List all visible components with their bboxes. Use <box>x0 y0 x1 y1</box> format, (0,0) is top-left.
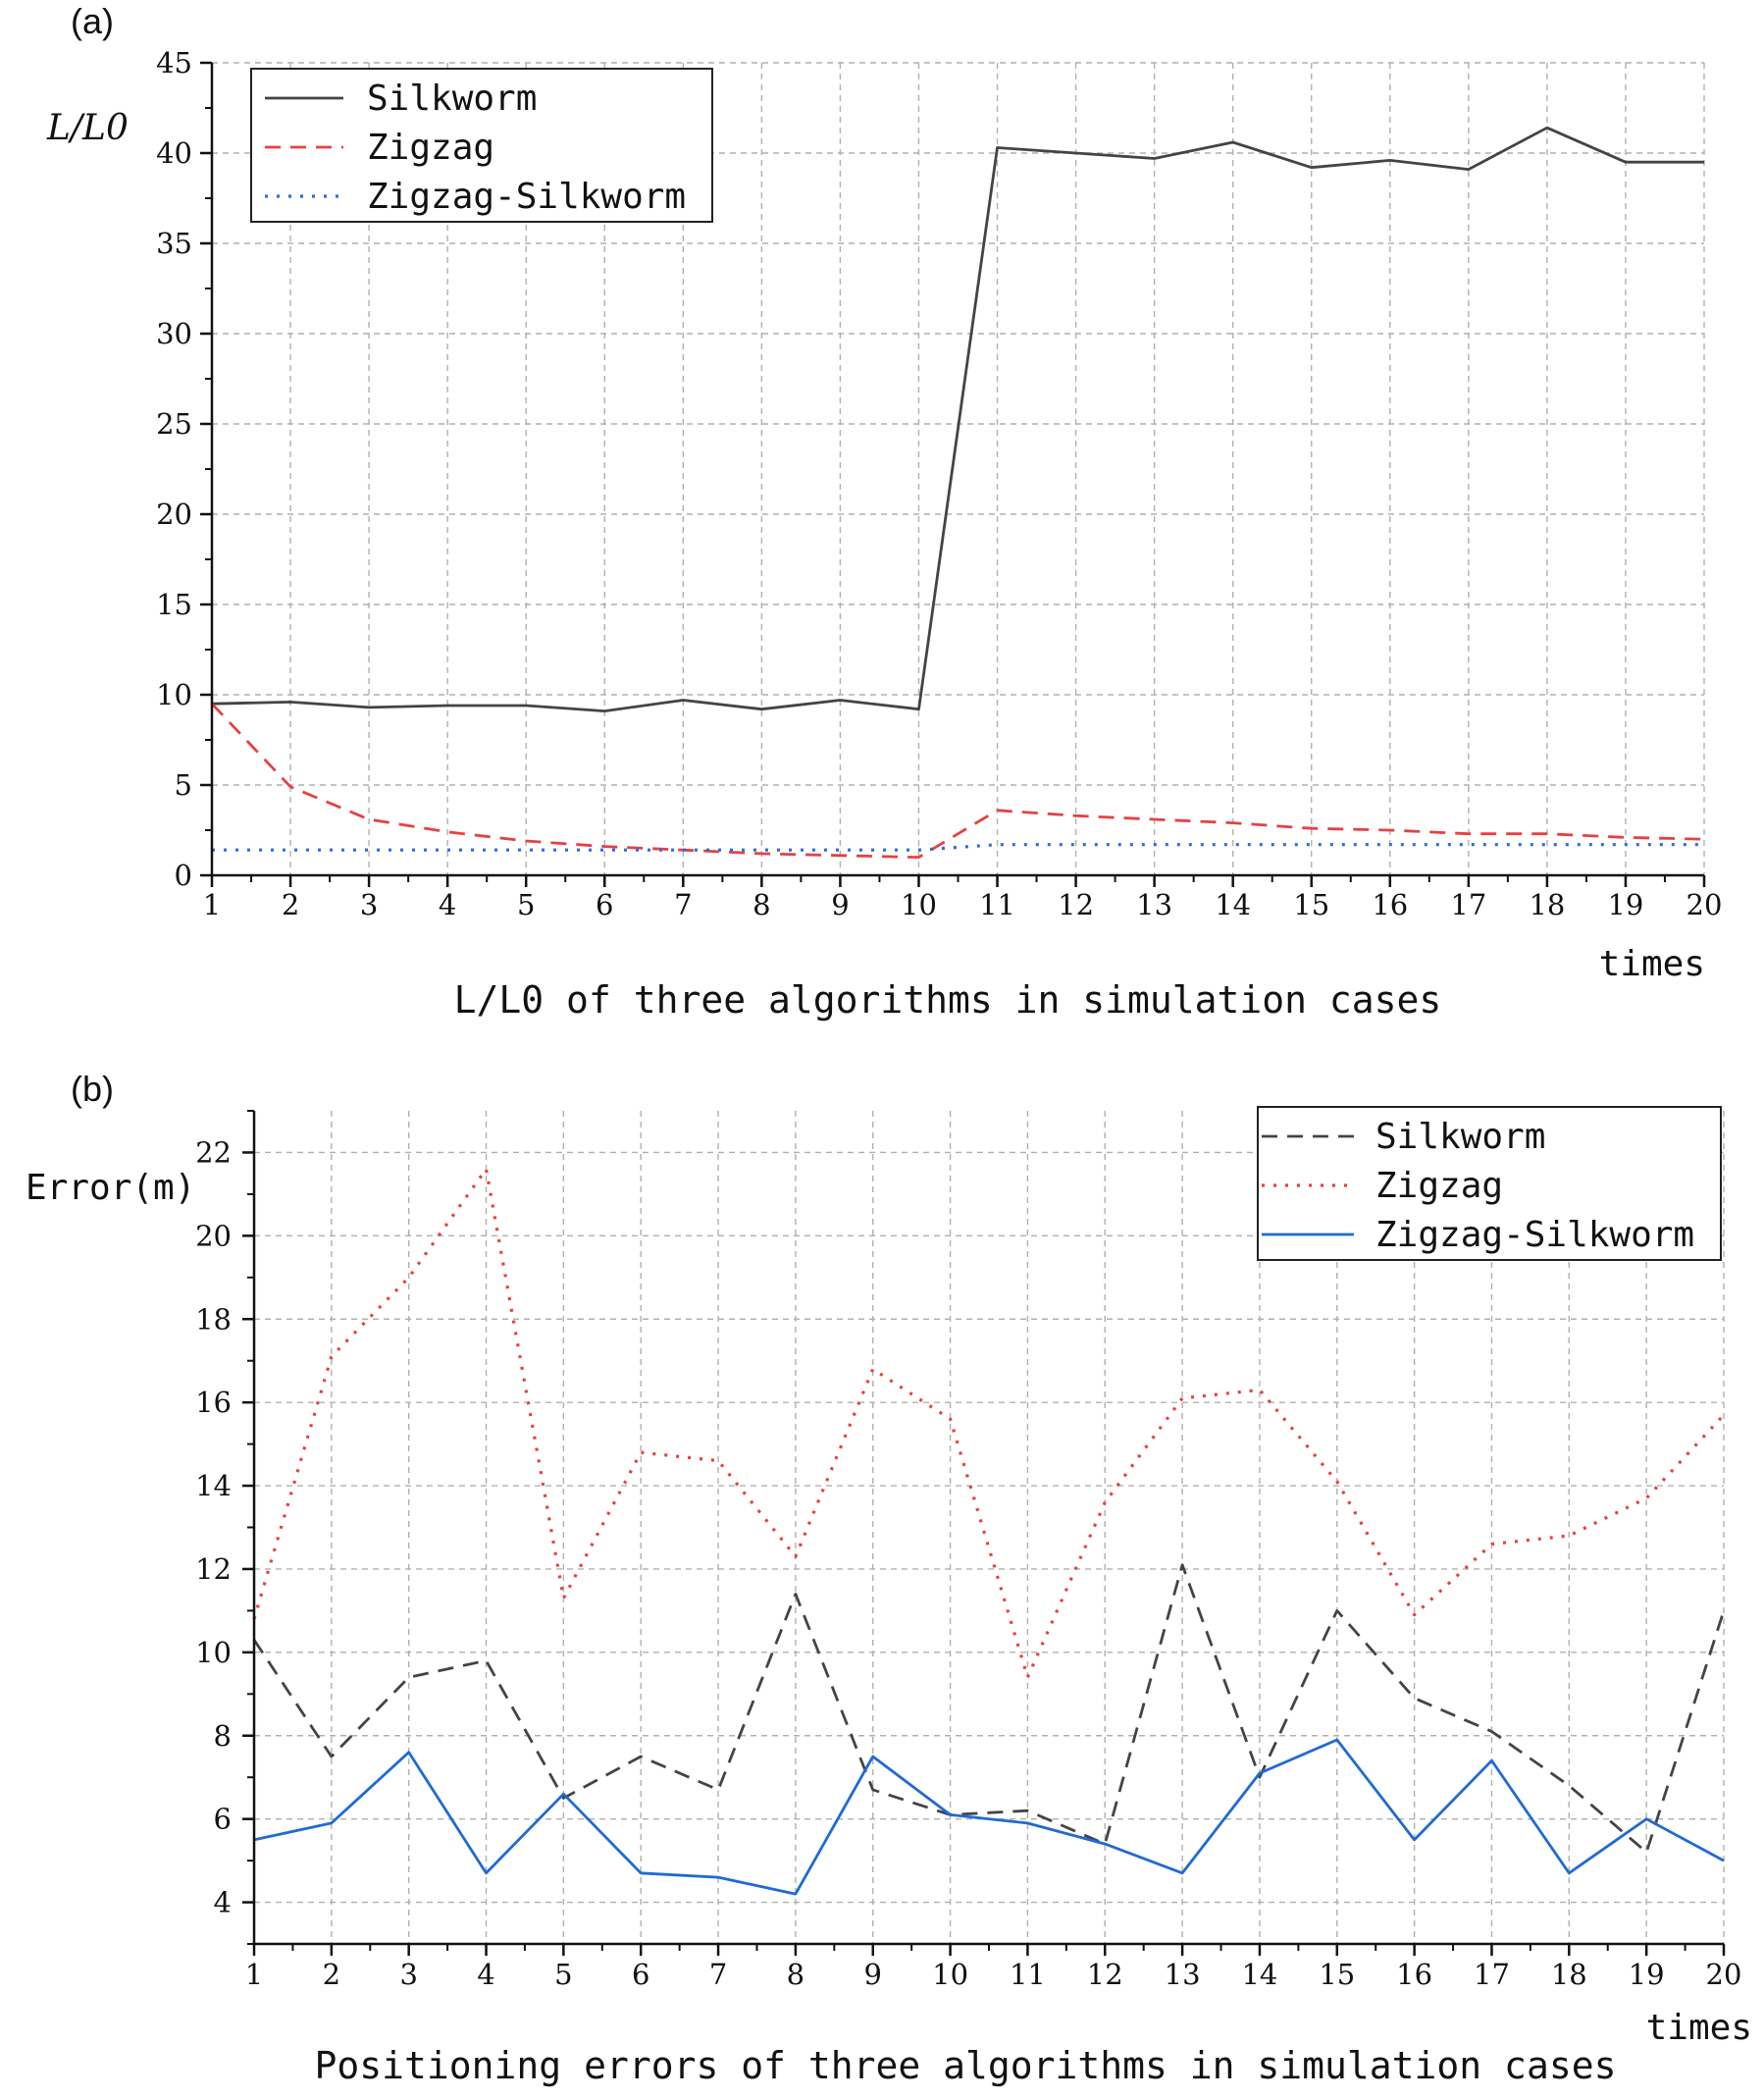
caption-b: Positioning errors of three algorithms i… <box>315 2044 1617 2087</box>
series-line-zigzag-silkworm <box>253 1738 1725 1896</box>
x-tick-label: 10 <box>901 888 937 921</box>
x-tick-label: 18 <box>1529 888 1565 921</box>
legend-a: Silkworm Zigzag Zigzag-Silkworm <box>250 68 713 223</box>
y-tick-label: 10 <box>156 678 192 711</box>
x-tick-label: 9 <box>831 888 849 921</box>
legend-label-a-zigzag-silkworm: Zigzag-Silkworm <box>367 177 686 217</box>
series-line-zigzag <box>252 1167 1726 1679</box>
legend-b: Silkworm Zigzag Zigzag-Silkworm <box>1257 1106 1722 1261</box>
tick-labels-a: 1 2 3 4 5 6 7 8 9 10 11 12 13 14 15 16 17 18 19 20051015202… <box>156 46 1722 921</box>
x-tick-label: 20 <box>1706 1958 1742 1991</box>
chart-panel-b: (b) 1 2 3 4 5 6 7 8 9 10 11 12 13 14 15 16 17 18 19 2046810… <box>26 1069 1752 2087</box>
x-tick-label: 17 <box>1474 1958 1510 1991</box>
y-tick-label: 20 <box>195 1219 232 1252</box>
x-tick-label: 14 <box>1241 1958 1277 1991</box>
x-tick-label: 4 <box>477 1958 494 1991</box>
y-tick-label: 40 <box>156 136 192 170</box>
legend-label-b-silkworm: Silkworm <box>1375 1117 1545 1157</box>
y-tick-label: 10 <box>195 1636 232 1669</box>
y-tick-label: 18 <box>195 1302 232 1336</box>
x-tick-label: 18 <box>1551 1958 1587 1991</box>
chart-panel-a: (a) 1 2 3 4 5 6 7 8 9 10 11 12 13 14 15 16 17 18 19 2005101… <box>46 1 1722 1022</box>
x-tick-label: 6 <box>596 888 613 921</box>
legend-label-a-zigzag: Zigzag <box>367 128 494 168</box>
legend-label-a-silkworm: Silkworm <box>367 79 537 119</box>
y-tick-label: 8 <box>214 1719 232 1753</box>
y-axis-title-a: L/L0 <box>46 108 129 148</box>
y-tick-label: 22 <box>195 1135 232 1169</box>
legend-label-b-zigzag: Zigzag <box>1375 1166 1503 1206</box>
y-tick-label: 45 <box>156 46 192 79</box>
x-tick-label: 14 <box>1215 888 1251 921</box>
x-tick-label: 19 <box>1607 888 1643 921</box>
x-tick-label: 15 <box>1319 1958 1355 1991</box>
x-tick-label: 15 <box>1293 888 1329 921</box>
x-axis-title-b: times <box>1646 2008 1752 2048</box>
y-tick-label: 0 <box>175 859 192 892</box>
series-line-silkworm <box>252 1563 1726 1854</box>
tick-labels-b: 1 2 3 4 5 6 7 8 9 10 11 12 13 14 15 16 17 18 19 20468101214… <box>195 1135 1741 1991</box>
legend-label-b-zigzag-silkworm: Zigzag-Silkworm <box>1375 1215 1694 1255</box>
y-tick-label: 25 <box>156 407 192 441</box>
x-axis-title-a: times <box>1599 944 1705 984</box>
y-tick-label: 12 <box>195 1552 232 1586</box>
axes-a <box>200 61 1706 887</box>
x-tick-label: 9 <box>864 1958 882 1991</box>
y-tick-label: 6 <box>214 1803 232 1836</box>
x-tick-label: 8 <box>787 1958 804 1991</box>
y-tick-label: 30 <box>156 317 192 350</box>
x-tick-label: 3 <box>360 888 378 921</box>
x-tick-label: 4 <box>439 888 456 921</box>
x-tick-label: 3 <box>399 1958 417 1991</box>
x-tick-label: 13 <box>1136 888 1172 921</box>
series-group-a <box>210 126 1705 859</box>
series-line-zigzag-silkworm <box>212 843 1704 852</box>
x-tick-label: 2 <box>282 888 299 921</box>
x-tick-label: 12 <box>1087 1958 1123 1991</box>
x-tick-label: 10 <box>932 1958 968 1991</box>
x-tick-label: 2 <box>323 1958 340 1991</box>
x-tick-label: 13 <box>1165 1958 1201 1991</box>
axes-b <box>242 1110 1726 1956</box>
y-tick-label: 15 <box>156 588 192 621</box>
x-tick-label: 20 <box>1686 888 1723 921</box>
y-tick-label: 5 <box>175 768 192 802</box>
panel-label-a: (a) <box>71 1 114 41</box>
series-line-zigzag <box>210 703 1705 859</box>
y-tick-label: 4 <box>214 1886 232 1919</box>
x-tick-label: 11 <box>979 888 1015 921</box>
grid-b <box>254 1111 1725 1944</box>
x-tick-label: 12 <box>1058 888 1094 921</box>
x-tick-label: 5 <box>517 888 535 921</box>
legend-box-a <box>250 68 713 223</box>
panel-label-b: (b) <box>71 1069 114 1109</box>
series-line-silkworm <box>211 126 1704 712</box>
y-tick-label: 35 <box>156 227 192 260</box>
y-axis-title-b: Error(m) <box>26 1168 195 1208</box>
x-tick-label: 5 <box>554 1958 572 1991</box>
x-tick-label: 16 <box>1372 888 1408 921</box>
x-tick-label: 1 <box>245 1958 263 1991</box>
y-tick-label: 16 <box>195 1386 232 1419</box>
x-tick-label: 11 <box>1010 1958 1046 1991</box>
x-tick-label: 17 <box>1450 888 1486 921</box>
y-tick-label: 14 <box>195 1469 232 1502</box>
y-tick-label: 20 <box>156 498 192 531</box>
x-tick-label: 19 <box>1629 1958 1665 1991</box>
x-tick-label: 7 <box>709 1958 727 1991</box>
caption-a: L/L0 of three algorithms in simulation c… <box>454 978 1442 1022</box>
x-tick-label: 7 <box>674 888 692 921</box>
x-tick-label: 1 <box>203 888 221 921</box>
x-tick-label: 8 <box>752 888 770 921</box>
x-tick-label: 6 <box>632 1958 649 1991</box>
series-group-b <box>252 1167 1726 1896</box>
x-tick-label: 16 <box>1396 1958 1432 1991</box>
